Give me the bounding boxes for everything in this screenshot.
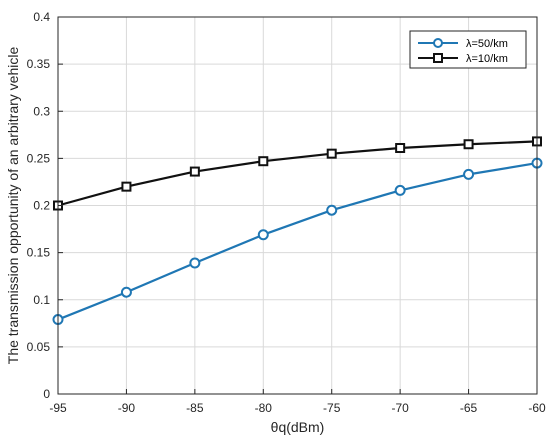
legend-marker-series-2 — [433, 53, 443, 63]
series-line-1 — [56, 161, 539, 321]
y-tick-label: 0.05 — [27, 340, 51, 354]
x-tick-label: -90 — [118, 401, 136, 415]
series-2-point — [326, 148, 337, 159]
y-tick-label: 0.15 — [27, 246, 51, 260]
legend: λ=50/km λ=10/km — [409, 30, 527, 69]
x-tick-label: -60 — [528, 401, 546, 415]
x-tick-label: -95 — [49, 401, 67, 415]
series-1-point — [326, 204, 338, 216]
x-tick-label: -70 — [391, 401, 409, 415]
series-1-point — [394, 184, 406, 196]
y-tick-label: 0.35 — [27, 57, 51, 71]
y-tick-label: 0.25 — [27, 151, 51, 165]
y-axis-label: The transmission opportunity of an arbit… — [5, 47, 21, 365]
series-1-point — [257, 229, 269, 241]
series-1-point — [120, 286, 132, 298]
y-tick-label: 0.2 — [33, 199, 50, 213]
series-2-point — [258, 156, 269, 167]
series-2-point — [395, 143, 406, 154]
series-2-point — [121, 181, 132, 192]
series-2-point — [463, 139, 474, 150]
series-line-2 — [56, 140, 539, 207]
series-layer — [52, 136, 543, 326]
legend-label-series-1: λ=50/km — [466, 38, 508, 50]
y-tick-label: 0.3 — [33, 104, 50, 118]
y-tick-label: 0 — [43, 387, 50, 401]
x-axis-label: θq(dBm) — [271, 419, 325, 435]
legend-label-series-2: λ=10/km — [466, 53, 508, 65]
legend-marker-series-1 — [433, 38, 443, 48]
series-2-point — [189, 166, 200, 177]
x-tick-label: -75 — [323, 401, 341, 415]
y-tick-label: 0.4 — [33, 10, 50, 24]
ticks-layer: -95 -90 -85 -80 -75 -70 -65 -60 0 0.05 0.1 0.15 0.2 0… — [27, 10, 546, 415]
y-tick-label: 0.1 — [33, 293, 50, 307]
x-tick-label: -85 — [186, 401, 204, 415]
series-1-point — [189, 257, 201, 269]
x-tick-label: -80 — [255, 401, 273, 415]
series-1-point — [463, 168, 475, 180]
x-tick-label: -65 — [460, 401, 478, 415]
legend-box — [409, 30, 527, 69]
